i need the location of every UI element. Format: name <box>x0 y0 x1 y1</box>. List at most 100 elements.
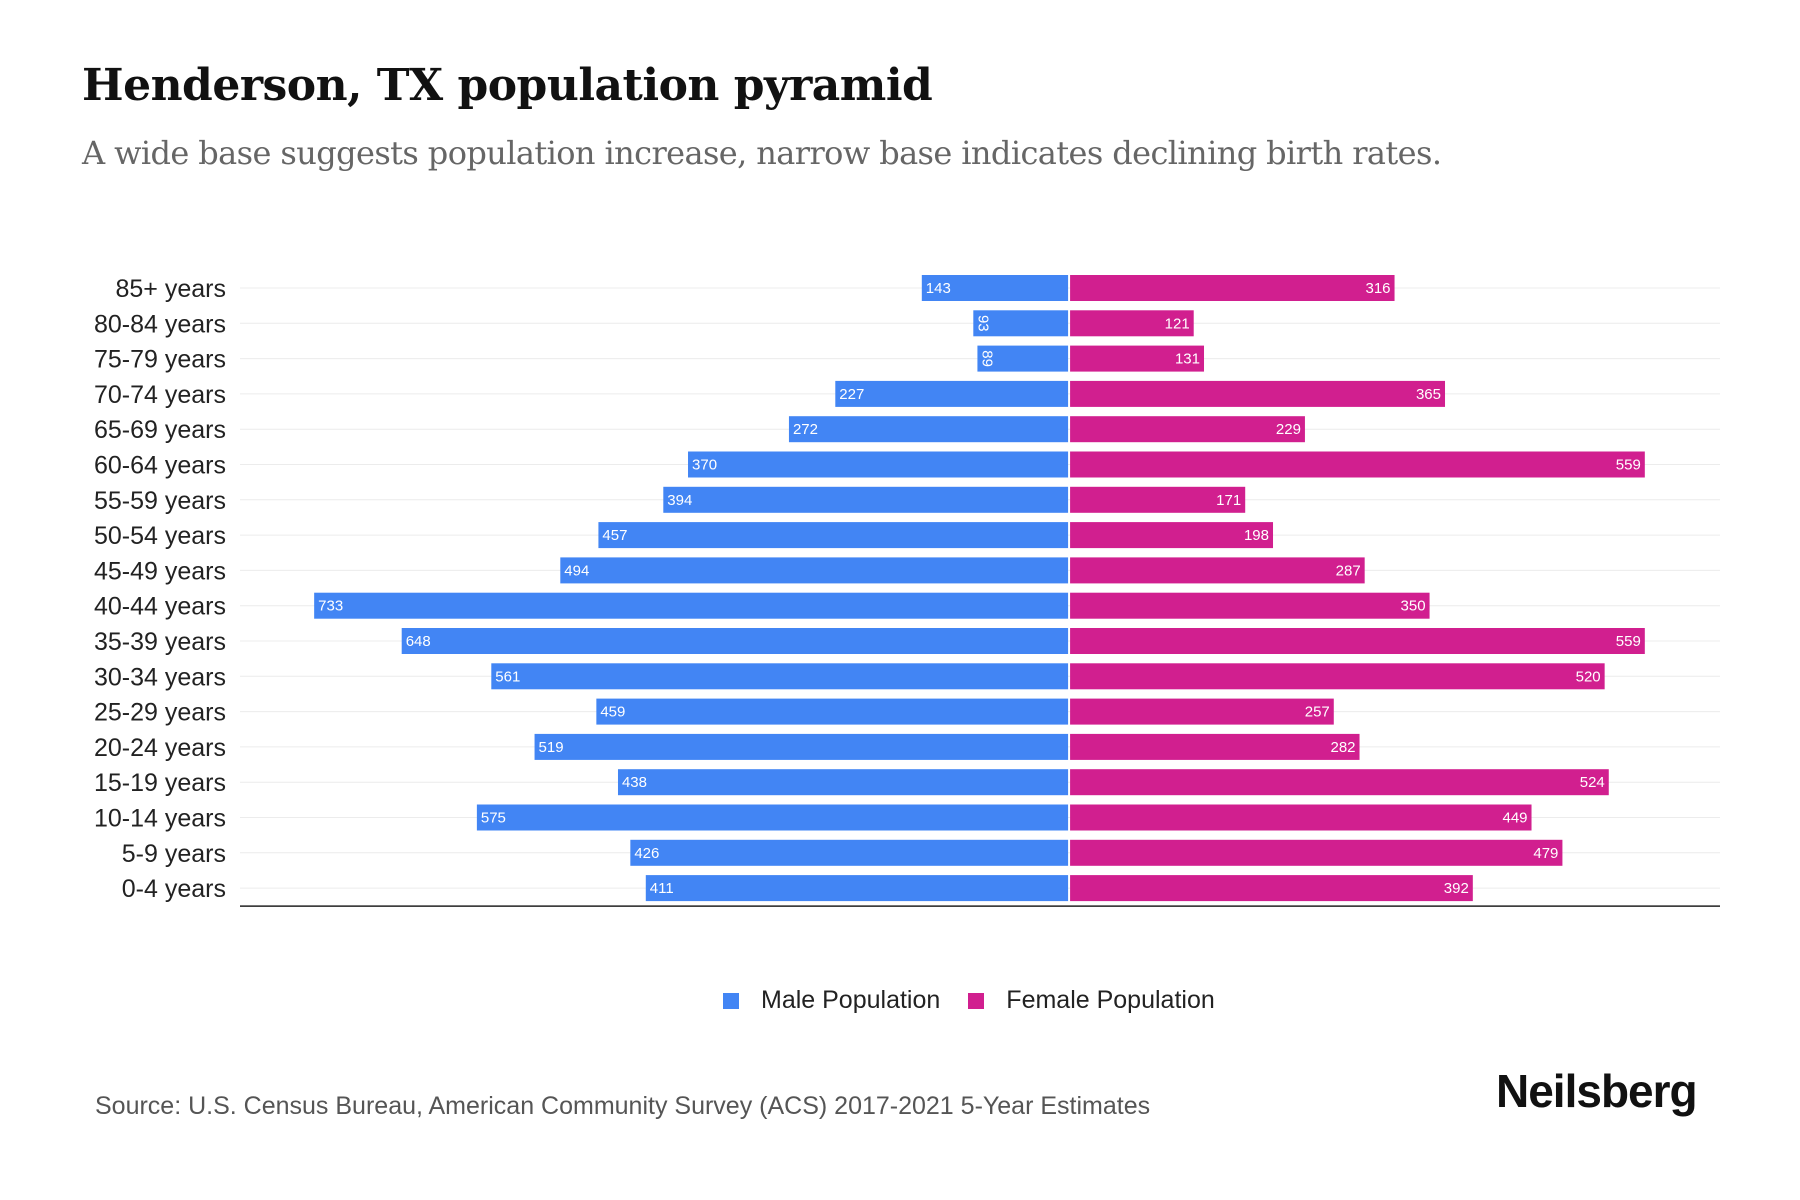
bar-female <box>1070 522 1274 549</box>
bars: 143 316 93 121 89 131 227 365 272 229 370 559 394 171… <box>314 275 1645 902</box>
data-label-female: 559 <box>1616 633 1641 650</box>
bar-male <box>534 733 1069 760</box>
bar-male <box>491 663 1069 690</box>
bar-male <box>401 628 1069 654</box>
bar-male <box>977 345 1069 372</box>
data-label-female: 198 <box>1244 527 1269 544</box>
data-label-female: 131 <box>1175 351 1200 368</box>
legend-swatch-male <box>723 992 739 1009</box>
bar-male <box>921 275 1069 301</box>
y-tick-label: 70-74 years <box>94 381 226 409</box>
population-pyramid-chart: 143 316 93 121 89 131 227 365 272 229 370 559 394 171… <box>94 275 1720 907</box>
bar-male <box>973 310 1069 337</box>
bar-female <box>1070 839 1563 866</box>
bar-female <box>1070 557 1365 584</box>
y-tick-label: 60-64 years <box>94 452 226 480</box>
bar-female <box>1070 698 1334 725</box>
bar-male <box>596 698 1069 725</box>
chart-title: Henderson, TX population pyramid <box>82 60 933 111</box>
data-label-male: 733 <box>318 598 343 615</box>
y-tick-label: 0-4 years <box>122 875 226 903</box>
legend-label-female: Female Population <box>1006 986 1215 1014</box>
y-tick-label: 35-39 years <box>94 628 226 656</box>
y-tick-label: 30-34 years <box>94 663 226 691</box>
legend-item-female: Female Population <box>968 986 1215 1015</box>
y-tick-label: 10-14 years <box>94 805 226 833</box>
bar-female <box>1070 769 1609 796</box>
bar-female <box>1070 380 1446 407</box>
bar-male <box>688 451 1069 478</box>
data-label-male: 459 <box>600 704 625 721</box>
y-tick-label: 80-84 years <box>94 310 226 338</box>
bar-male <box>314 592 1069 619</box>
bar-male <box>645 875 1069 902</box>
data-label-female: 479 <box>1533 845 1558 862</box>
y-tick-label: 65-69 years <box>94 416 226 444</box>
bar-male <box>663 486 1069 513</box>
data-label-male: 575 <box>481 810 506 827</box>
data-label-female: 449 <box>1502 810 1527 827</box>
data-label-male: 494 <box>564 562 589 579</box>
legend-item-male: Male Population <box>723 986 940 1015</box>
bar-female <box>1070 804 1532 831</box>
data-label-male: 457 <box>602 527 627 544</box>
y-tick-label: 5-9 years <box>122 840 226 868</box>
data-label-female: 559 <box>1616 457 1641 474</box>
y-tick-label: 40-44 years <box>94 593 226 621</box>
data-label-female: 282 <box>1330 739 1355 756</box>
legend: Male Population Female Population <box>723 986 1243 1015</box>
legend-label-male: Male Population <box>761 986 941 1014</box>
data-label-female: 121 <box>1165 315 1190 332</box>
data-label-male: 519 <box>539 739 564 756</box>
bar-female <box>1070 592 1430 619</box>
bar-female <box>1070 628 1645 654</box>
legend-swatch-female <box>968 992 985 1009</box>
bar-male <box>630 839 1069 866</box>
gridlines <box>240 287 1720 889</box>
data-label-female: 392 <box>1444 880 1469 897</box>
bar-female <box>1070 310 1194 337</box>
data-label-female: 520 <box>1576 668 1601 685</box>
data-label-male: 648 <box>406 633 431 650</box>
bar-male <box>476 804 1069 831</box>
data-label-female: 171 <box>1216 492 1241 509</box>
data-label-male: 411 <box>650 880 674 897</box>
source-note: Source: U.S. Census Bureau, American Com… <box>95 1092 1151 1120</box>
data-label-female: 287 <box>1336 562 1361 579</box>
data-label-female: 257 <box>1305 704 1330 721</box>
bar-female <box>1070 416 1305 443</box>
bar-female <box>1070 345 1205 372</box>
data-label-male: 426 <box>634 845 659 862</box>
bar-female <box>1070 275 1395 301</box>
data-label-male: 89 <box>978 350 995 367</box>
bar-male <box>598 522 1069 549</box>
y-tick-label: 45-49 years <box>94 557 226 585</box>
bar-female <box>1070 451 1645 478</box>
y-tick-label: 15-19 years <box>94 769 226 797</box>
y-tick-label: 25-29 years <box>94 699 226 727</box>
bar-female <box>1070 875 1473 902</box>
data-label-female: 365 <box>1416 386 1441 403</box>
data-label-male: 438 <box>622 774 647 791</box>
bar-male <box>835 380 1069 407</box>
bar-female <box>1070 733 1360 760</box>
data-label-female: 316 <box>1366 280 1391 297</box>
bar-female <box>1070 663 1605 690</box>
data-label-male: 93 <box>974 315 991 332</box>
data-label-male: 370 <box>692 457 717 474</box>
data-label-female: 350 <box>1401 598 1426 615</box>
y-tick-label: 50-54 years <box>94 522 226 550</box>
y-tick-label: 75-79 years <box>94 346 226 374</box>
data-label-male: 394 <box>667 492 692 509</box>
bar-male <box>560 557 1069 584</box>
data-label-female: 524 <box>1580 774 1605 791</box>
y-tick-label: 85+ years <box>116 275 227 303</box>
data-label-male: 561 <box>495 668 520 685</box>
bar-female <box>1070 486 1246 513</box>
y-tick-label: 20-24 years <box>94 734 226 762</box>
bar-male <box>788 416 1069 443</box>
chart-subtitle: A wide base suggests population increase… <box>82 134 1442 172</box>
data-label-male: 272 <box>793 421 818 438</box>
data-label-male: 227 <box>839 386 864 403</box>
data-label-female: 229 <box>1276 421 1301 438</box>
